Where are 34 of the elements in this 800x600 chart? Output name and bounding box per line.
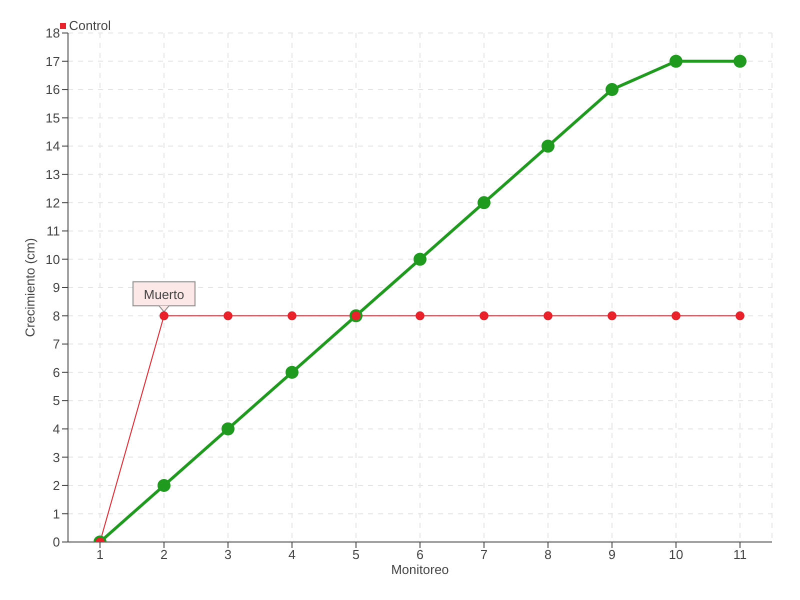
x-tick-label: 11 xyxy=(733,547,747,562)
x-tick-label: 6 xyxy=(416,547,424,562)
y-tick-label: 0 xyxy=(52,534,60,550)
y-tick-label: 7 xyxy=(52,336,60,352)
x-tick-label: 1 xyxy=(96,547,104,562)
x-tick-label: 8 xyxy=(544,547,552,562)
x-tick-label: 10 xyxy=(668,547,684,562)
y-tick-label: 6 xyxy=(52,364,60,380)
x-tick-label: 7 xyxy=(480,547,488,562)
x-tick-label: 5 xyxy=(352,547,360,562)
y-tick-label: 4 xyxy=(52,422,60,437)
x-tick-label: 3 xyxy=(224,547,232,562)
y-tick-label: 16 xyxy=(46,82,60,98)
y-tick-label: 18 xyxy=(46,26,60,41)
x-axis-title: Monitoreo xyxy=(391,562,449,577)
x-tick-label: 4 xyxy=(288,547,296,562)
y-tick-label: 12 xyxy=(46,195,60,210)
y-tick-label: 15 xyxy=(46,110,60,126)
y-tick-label: 5 xyxy=(52,393,60,408)
x-tick-label: 2 xyxy=(160,547,168,562)
y-tick-label: 3 xyxy=(52,450,60,465)
y-axis-title: Crecimiento (cm) xyxy=(22,238,38,337)
y-tick-label: 13 xyxy=(46,167,60,182)
y-tick-label: 17 xyxy=(46,54,60,69)
y-tick-label: 9 xyxy=(52,280,60,296)
x-tick-label: 9 xyxy=(608,547,616,562)
y-tick-label: 1 xyxy=(52,506,60,522)
annotation: Muerto xyxy=(144,286,184,302)
y-tick-label: 11 xyxy=(46,224,60,239)
y-tick-label: 14 xyxy=(46,138,60,154)
y-tick-label: 2 xyxy=(52,478,60,494)
legend-label: Control xyxy=(69,18,111,33)
y-tick-label: 8 xyxy=(52,308,60,324)
y-tick-label: 10 xyxy=(46,252,60,267)
